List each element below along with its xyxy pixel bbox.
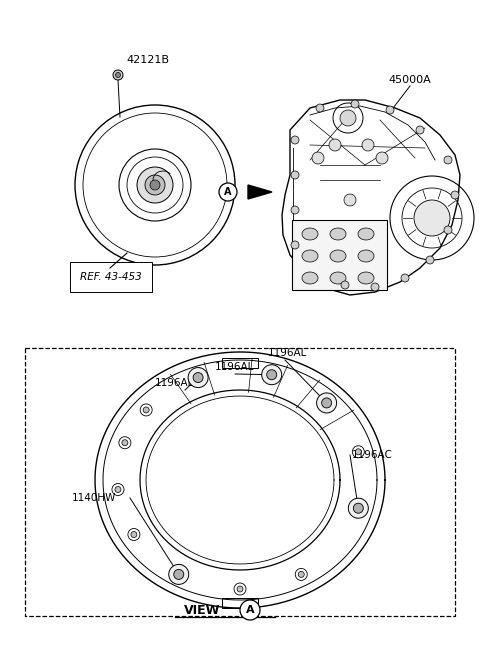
Circle shape (137, 167, 173, 203)
Circle shape (116, 73, 120, 77)
Circle shape (267, 369, 276, 380)
Circle shape (193, 373, 203, 383)
Bar (25, 348, 455, 616)
Circle shape (329, 139, 341, 151)
Text: REF. 43-453: REF. 43-453 (80, 272, 142, 282)
Circle shape (376, 152, 388, 164)
Circle shape (143, 407, 149, 413)
Circle shape (122, 440, 128, 445)
Circle shape (444, 226, 452, 234)
Circle shape (348, 498, 368, 518)
Circle shape (353, 503, 363, 514)
Circle shape (351, 100, 359, 108)
Circle shape (174, 569, 184, 580)
Polygon shape (248, 185, 272, 199)
Text: 1140HW: 1140HW (72, 493, 116, 503)
Circle shape (113, 70, 123, 80)
Circle shape (355, 449, 361, 455)
Ellipse shape (358, 250, 374, 262)
Text: 1196AC: 1196AC (352, 450, 393, 460)
Bar (292, 220, 387, 290)
Ellipse shape (302, 228, 318, 240)
Ellipse shape (358, 272, 374, 284)
Circle shape (371, 283, 379, 291)
Circle shape (401, 274, 409, 282)
Circle shape (291, 136, 299, 144)
Circle shape (444, 156, 452, 164)
Ellipse shape (358, 228, 374, 240)
Text: 45000A: 45000A (389, 75, 432, 85)
Text: A: A (246, 605, 254, 615)
Circle shape (291, 171, 299, 179)
Circle shape (188, 367, 208, 388)
Circle shape (416, 126, 424, 134)
Circle shape (317, 393, 336, 413)
Circle shape (312, 152, 324, 164)
Circle shape (298, 571, 304, 578)
Circle shape (340, 110, 356, 126)
Circle shape (316, 104, 324, 112)
Text: A: A (224, 187, 232, 197)
Text: VIEW: VIEW (184, 603, 220, 616)
Ellipse shape (330, 228, 346, 240)
Circle shape (451, 191, 459, 199)
Text: 1196AL: 1196AL (155, 378, 194, 388)
Circle shape (322, 398, 332, 408)
Ellipse shape (330, 272, 346, 284)
Text: 42121B: 42121B (126, 55, 169, 65)
Ellipse shape (302, 250, 318, 262)
Text: 1196AL: 1196AL (268, 348, 307, 358)
Circle shape (341, 281, 349, 289)
Circle shape (150, 180, 160, 190)
Circle shape (291, 206, 299, 214)
Circle shape (426, 256, 434, 264)
Circle shape (115, 487, 121, 493)
Ellipse shape (302, 272, 318, 284)
Circle shape (219, 183, 237, 201)
Circle shape (386, 106, 394, 114)
Circle shape (131, 531, 137, 538)
Circle shape (145, 175, 165, 195)
Circle shape (237, 586, 243, 592)
Ellipse shape (330, 250, 346, 262)
Circle shape (291, 241, 299, 249)
Circle shape (362, 139, 374, 151)
Circle shape (169, 565, 189, 584)
Text: 1196AL: 1196AL (215, 362, 254, 372)
Circle shape (240, 600, 260, 620)
Circle shape (262, 365, 282, 384)
Circle shape (414, 200, 450, 236)
Circle shape (344, 194, 356, 206)
